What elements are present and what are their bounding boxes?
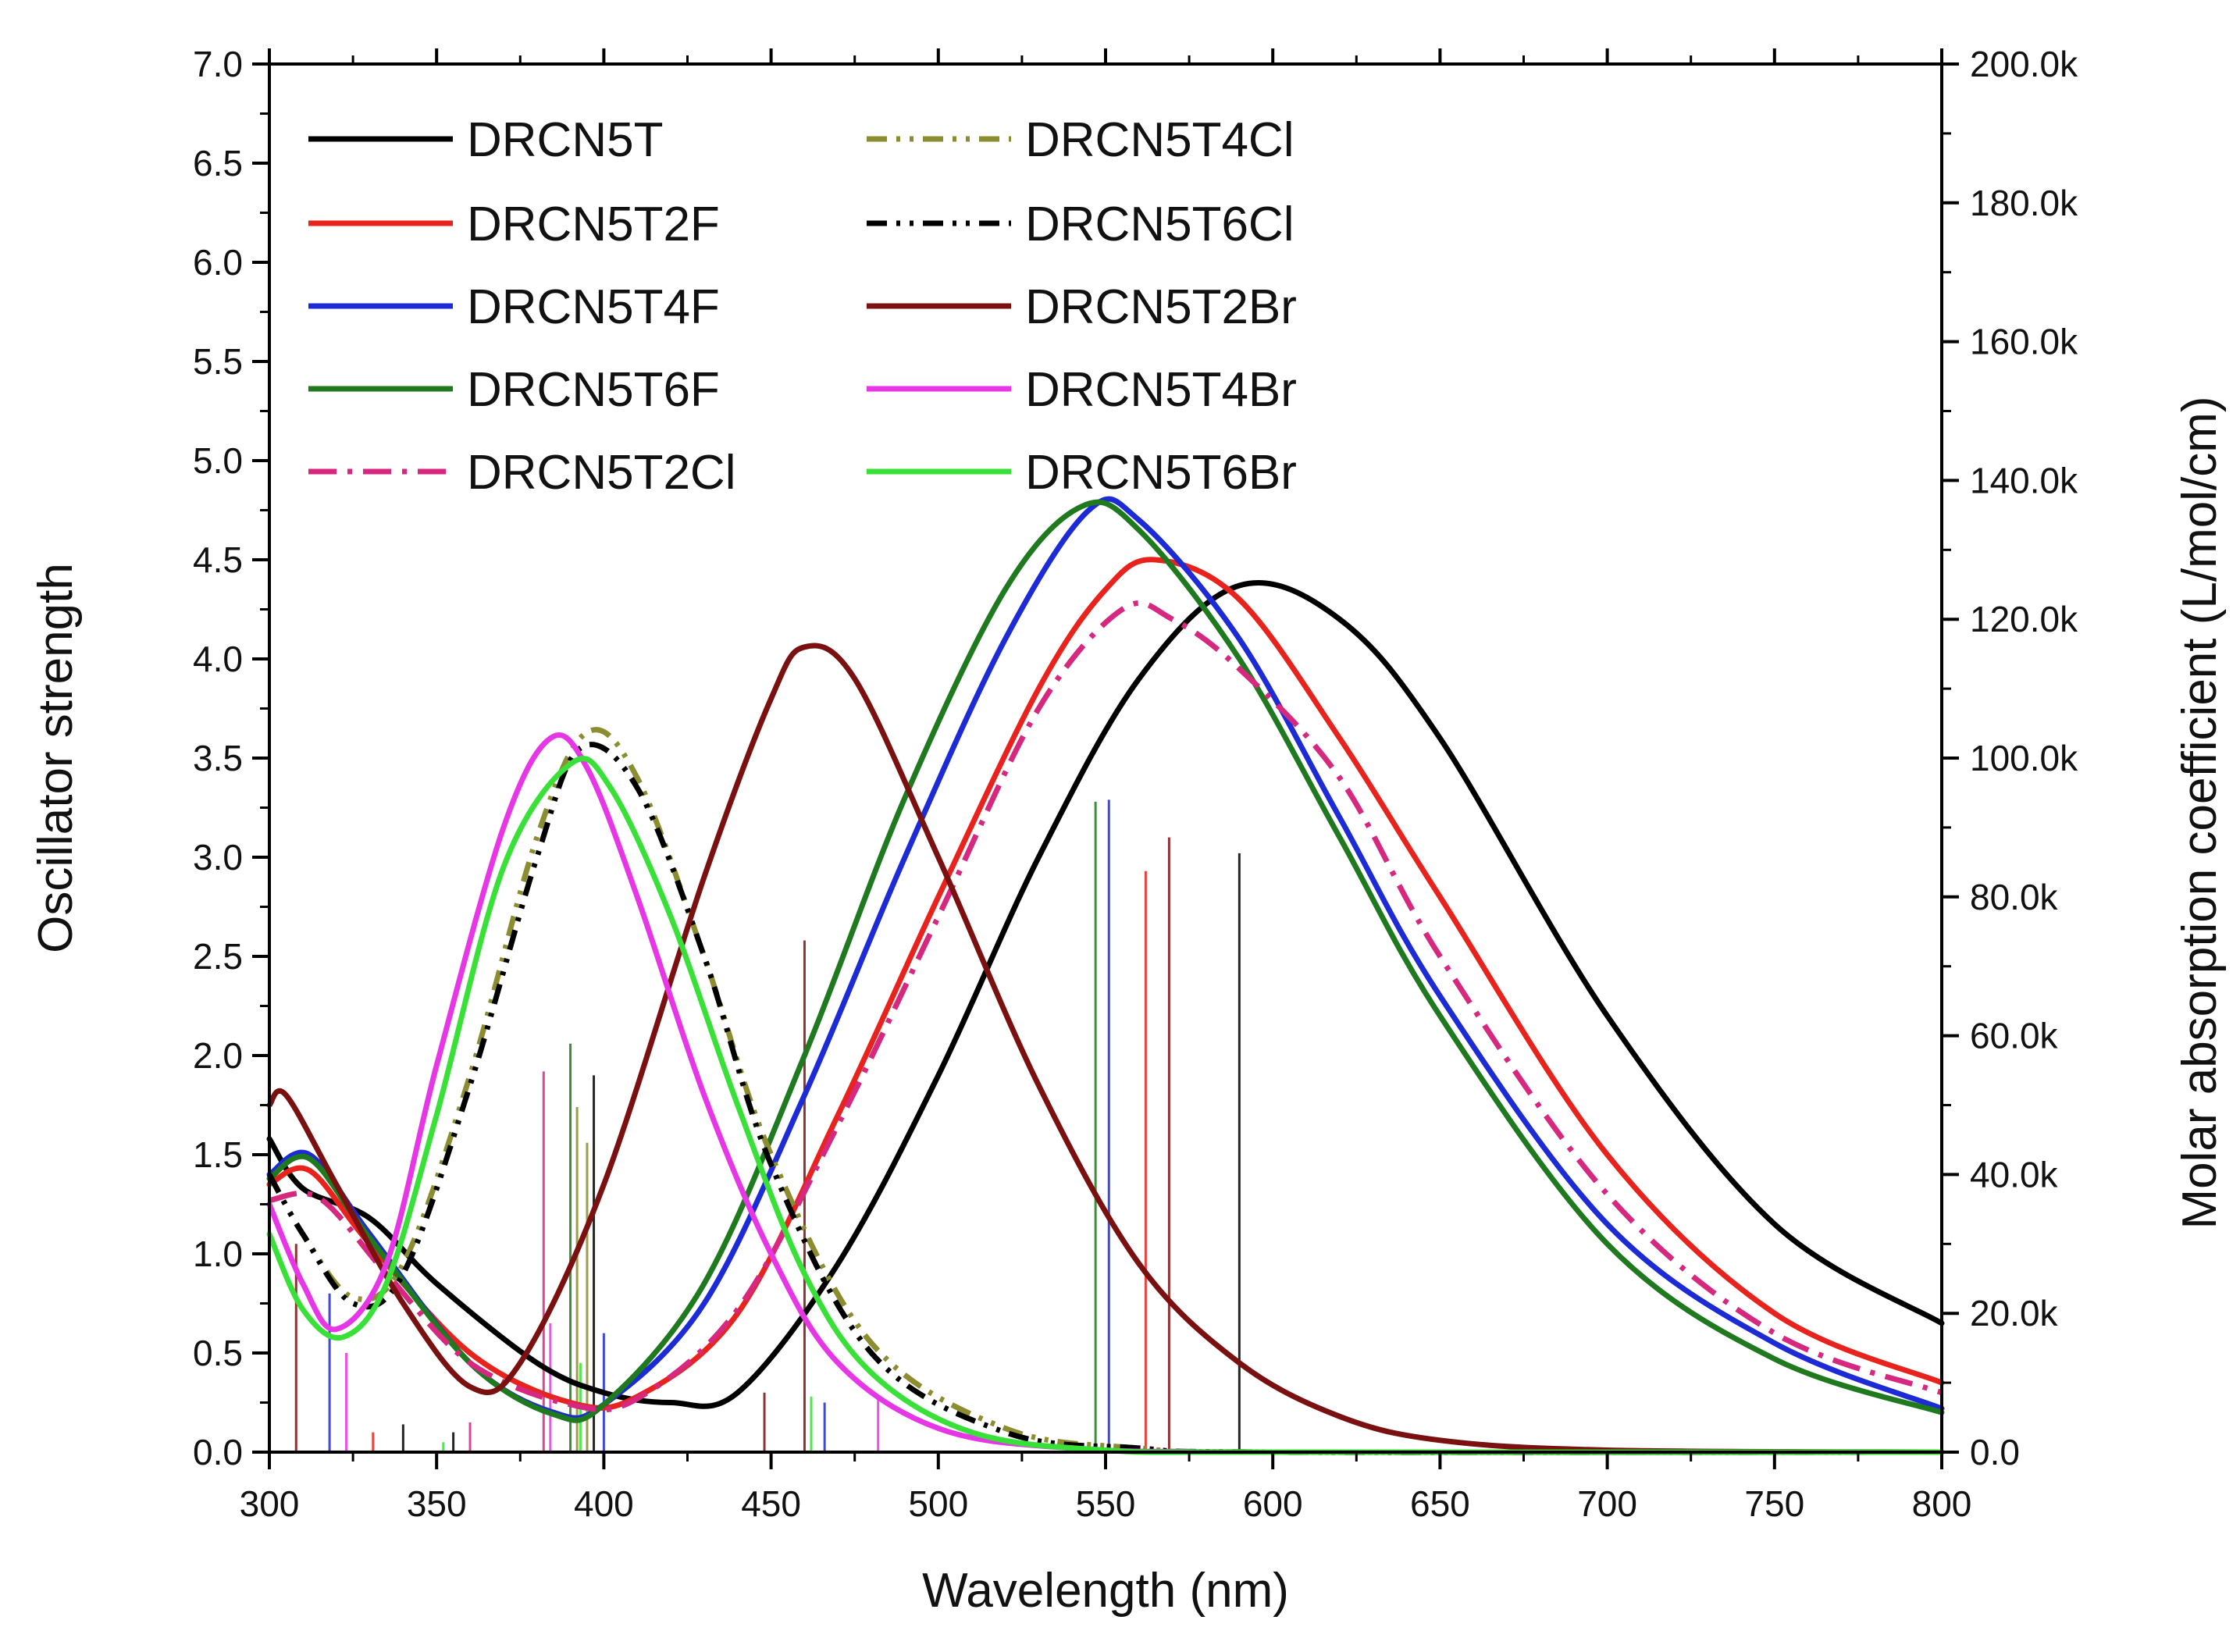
y2-axis-title: Molar absorption coefficient (L/mol/cm) [2173,396,2227,1229]
y2-tick-label: 60.0k [1970,1016,2059,1056]
series-curve-DRCN5T2F [266,557,1945,1411]
series-curve-DRCN5T6F [266,499,1945,1423]
series-curve-DRCN5T2Cl [269,600,1943,1413]
y-tick-label: 5.0 [193,440,243,481]
y-tick-label: 4.5 [193,539,243,580]
x-tick-label: 500 [908,1483,968,1524]
axis-tick-labels: 300 350 400 450 500 550 600 650 700 750 800 0.0 0.5 1… [193,44,2078,1524]
y-tick-label: 7.0 [193,44,243,84]
y-tick-label: 2.5 [193,936,243,977]
x-tick-label: 350 [407,1483,467,1524]
axis-ticks [252,48,1959,1469]
x-tick-label: 600 [1243,1483,1303,1524]
y-tick-label: 0.5 [193,1333,243,1373]
y2-tick-label: 40.0k [1970,1154,2059,1194]
legend-label-DRCN5T4F: DRCN5T4F [467,280,720,334]
legend: DRCN5T DRCN5T2F DRCN5T4F DRCN5T6F DRCN5T2Cl D… [308,113,1297,500]
x-tick-label: 450 [741,1483,801,1524]
y2-tick-label: 140.0k [1970,460,2078,500]
x-axis-title: Wavelength (nm) [922,1564,1289,1618]
x-tick-label: 800 [1912,1483,1972,1524]
legend-label-DRCN5T2Br: DRCN5T2Br [1025,280,1297,334]
y-tick-label: 4.0 [193,639,243,679]
series-curve-DRCN5T [266,580,1945,1409]
y2-tick-label: 160.0k [1970,322,2078,362]
legend-label-DRCN5T6Cl: DRCN5T6Cl [1025,198,1294,251]
y-tick-label: 3.5 [193,738,243,778]
y-tick-label: 5.5 [193,341,243,382]
y-tick-label: 2.0 [193,1035,243,1076]
y2-tick-label: 80.0k [1970,877,2059,917]
stick-spectra [294,799,1241,1452]
y2-tick-label: 180.0k [1970,183,2078,223]
y-tick-label: 6.0 [193,242,243,283]
y2-tick-label: 20.0k [1970,1293,2059,1333]
x-tick-label: 400 [574,1483,634,1524]
y2-tick-label: 120.0k [1970,599,2078,639]
x-tick-label: 700 [1577,1483,1637,1524]
x-tick-label: 750 [1744,1483,1804,1524]
legend-label-DRCN5T: DRCN5T [467,113,663,167]
legend-label-DRCN5T6F: DRCN5T6F [467,363,720,417]
y2-tick-label: 200.0k [1970,44,2078,84]
legend-label-DRCN5T2Cl: DRCN5T2Cl [467,446,735,500]
legend-label-DRCN5T4Cl: DRCN5T4Cl [1025,113,1294,167]
y-tick-label: 0.0 [193,1432,243,1472]
y-axis-title: Oscillator strength [29,563,83,953]
legend-label-DRCN5T2F: DRCN5T2F [467,198,720,251]
y2-tick-label: 0.0 [1970,1432,2020,1472]
y2-tick-label: 100.0k [1970,738,2078,778]
series-curve-DRCN5T2Br [266,643,1945,1455]
x-tick-label: 300 [240,1483,300,1524]
legend-label-DRCN5T4Br: DRCN5T4Br [1025,363,1297,417]
y-tick-label: 6.5 [193,143,243,183]
y-tick-label: 1.5 [193,1134,243,1175]
legend-label-DRCN5T6Br: DRCN5T6Br [1025,446,1297,500]
x-tick-label: 550 [1076,1483,1136,1524]
y-tick-label: 1.0 [193,1234,243,1274]
x-tick-label: 650 [1410,1483,1470,1524]
y-tick-label: 3.0 [193,837,243,878]
